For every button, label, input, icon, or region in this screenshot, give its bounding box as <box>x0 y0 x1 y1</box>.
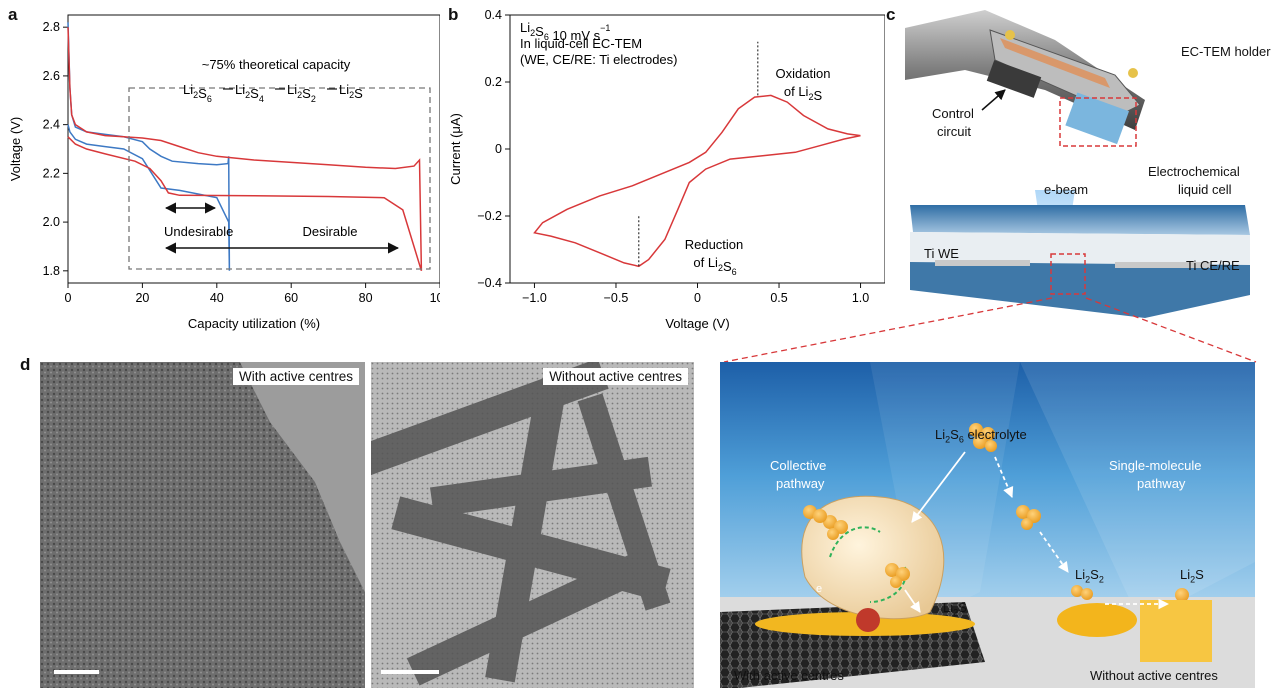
chart-a: 0 20 40 60 80 100 1.8 2.0 2.2 2.4 2.6 2.8 Capacity u… <box>8 14 440 331</box>
y-axis-label: Voltage (V) <box>8 117 23 181</box>
x-tick-label: 40 <box>210 291 224 305</box>
micro-left-tag: With active centres <box>232 368 359 385</box>
y-tick-label: 1.8 <box>43 264 60 278</box>
chart-b-annotations: Oxidation of Li2S Reduction of Li2S6 <box>638 41 831 277</box>
y-tick-label: 2.4 <box>43 118 60 132</box>
desirable-label: Desirable <box>303 224 358 239</box>
li2s-capsule <box>1057 603 1137 637</box>
species-label: Li2S4 <box>235 82 264 104</box>
x-tick-label: 0.5 <box>770 291 787 305</box>
li2s-block <box>1140 600 1212 662</box>
panel-letter-c: c <box>886 5 896 24</box>
scale-bar <box>54 670 99 674</box>
zoom-box-cell <box>1050 253 1086 295</box>
reduction-label-2: of Li2S6 <box>693 255 736 277</box>
x-tick-label: 1.0 <box>852 291 869 305</box>
y-axis-label: Current (μA) <box>448 113 463 185</box>
scale-bar <box>381 670 439 674</box>
series-line-1 <box>67 27 423 272</box>
li2s-right-label: Li2S <box>1180 567 1204 585</box>
li2s6-cluster-icon <box>1016 505 1041 530</box>
cell-label-2: liquid cell <box>1178 182 1232 197</box>
legend-line: In liquid-cell EC-TEM <box>520 36 642 51</box>
x-tick-label: 80 <box>359 291 373 305</box>
x-tick-label: −0.5 <box>604 291 629 305</box>
cell-top-window <box>910 205 1250 235</box>
oxidation-label-1: Oxidation <box>776 66 831 81</box>
ec-tem-holder-illustration <box>905 10 1250 318</box>
y-tick-label: 2.0 <box>43 215 60 229</box>
y-tick-label: 0.4 <box>485 8 502 22</box>
micro-right-tag: Without active centres <box>543 368 688 385</box>
species-label: Li2S2 <box>287 82 316 104</box>
reduction-label-1: Reduction <box>685 237 744 252</box>
chart-b: −1.0 −0.5 0 0.5 1.0 −0.4 −0.2 0 0.2 0.4 Voltage (V… <box>448 8 885 331</box>
screw-icon <box>1128 68 1138 78</box>
x-tick-label: 0 <box>694 291 701 305</box>
li2s-cluster-icon <box>1175 588 1189 602</box>
y-tick-label: 2.8 <box>43 20 60 34</box>
ec-tem-holder-label: EC-TEM holder <box>1181 44 1271 59</box>
y-tick-label: 2.2 <box>43 166 60 180</box>
cell-label-1: Electrochemical <box>1148 164 1240 179</box>
panel-letter-b: b <box>448 5 459 24</box>
x-tick-label: −1.0 <box>522 291 547 305</box>
screw-icon <box>1005 30 1015 40</box>
li2s6-cluster-icon <box>969 423 997 452</box>
chip-window <box>1065 92 1130 145</box>
plot-frame <box>67 14 440 284</box>
li2s2-cluster-icon <box>1071 585 1093 600</box>
single-label-2: pathway <box>1137 476 1186 491</box>
panel-letter-a: a <box>8 5 18 24</box>
capacity-annotation: ~75% theoretical capacity <box>202 57 351 72</box>
li2s6-cluster-icon <box>885 563 910 588</box>
y-tick-label: −0.4 <box>477 276 502 290</box>
x-axis-label: Voltage (V) <box>665 316 729 331</box>
y-tick-label: −0.2 <box>477 209 502 223</box>
oxidation-label-2: of Li2S <box>784 84 823 103</box>
collective-label-1: Collective <box>770 458 827 473</box>
ti-ce-re-label: Ti CE/RE <box>1186 258 1240 273</box>
control-label-1: Control <box>932 106 974 121</box>
mechanism-illustration: Li2S6 electrolyte Collective pathway Sin… <box>720 362 1255 688</box>
electrolyte-label: Li2S6 electrolyte <box>935 427 1027 445</box>
y-tick-label: 2.6 <box>43 69 60 83</box>
micrograph-without-active-centres: Without active centres <box>371 362 694 688</box>
x-tick-label: 60 <box>284 291 298 305</box>
control-circuit-board <box>986 60 1042 98</box>
zoom-box-holder <box>1059 97 1137 147</box>
collective-label-2: pathway <box>776 476 825 491</box>
y-tick-label: 0.2 <box>485 75 502 89</box>
dashed-region-box <box>128 87 431 270</box>
legend-line: (WE, CE/RE: Ti electrodes) <box>520 52 677 67</box>
ebeam-label: e-beam <box>1044 182 1089 197</box>
li2s6-cluster-icon <box>803 505 827 523</box>
electron-label: e <box>816 583 823 595</box>
panel-letter-d: d <box>20 355 31 374</box>
species-label: Li2S6 <box>183 82 212 104</box>
control-label-2: circuit <box>937 124 971 139</box>
legend-line: Li2S6 10 mV s−1 <box>520 20 610 43</box>
without-active-label: Without active centres <box>1090 668 1218 683</box>
series-line-0 <box>533 94 861 268</box>
x-axis-label: Capacity utilization (%) <box>188 316 320 331</box>
active-centre <box>856 608 880 632</box>
single-label-1: Single-molecule <box>1109 458 1202 473</box>
y-tick-label: 0 <box>495 142 502 156</box>
species-sequence: Li2S6 Li2S4 Li2S2 Li2S <box>183 82 363 104</box>
chart-b-legend: Li2S6 10 mV s−1In liquid-cell EC-TEM(WE,… <box>520 20 677 67</box>
x-tick-label: 100 <box>430 291 440 305</box>
with-active-label: With active centres <box>734 668 844 683</box>
li2s-left-label: Li2S <box>943 600 967 618</box>
undesirable-label: Undesirable <box>164 224 233 239</box>
x-tick-label: 0 <box>65 291 72 305</box>
x-tick-label: 20 <box>135 291 149 305</box>
micrograph-with-active-centres: With active centres <box>40 362 365 688</box>
ti-we-label: Ti WE <box>924 246 959 261</box>
species-label: Li2S <box>339 82 363 101</box>
li2s2-label: Li2S2 <box>1075 567 1104 585</box>
